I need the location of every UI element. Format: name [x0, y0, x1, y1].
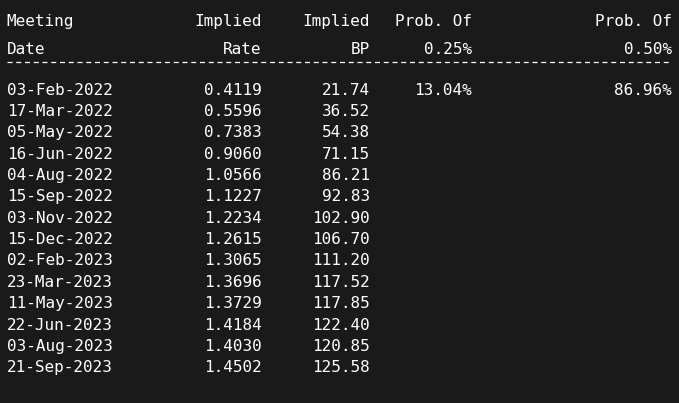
Text: 106.70: 106.70 [312, 232, 370, 247]
Text: 03-Feb-2022: 03-Feb-2022 [7, 83, 113, 98]
Text: 03-Nov-2022: 03-Nov-2022 [7, 211, 113, 226]
Text: 23-Mar-2023: 23-Mar-2023 [7, 275, 113, 290]
Text: 16-Jun-2022: 16-Jun-2022 [7, 147, 113, 162]
Text: 117.85: 117.85 [312, 296, 370, 311]
Text: 0.9060: 0.9060 [204, 147, 261, 162]
Text: 03-Aug-2023: 03-Aug-2023 [7, 339, 113, 354]
Text: 86.96%: 86.96% [614, 83, 672, 98]
Text: 117.52: 117.52 [312, 275, 370, 290]
Text: Implied: Implied [303, 14, 370, 29]
Text: 05-May-2022: 05-May-2022 [7, 125, 113, 140]
Text: 0.5596: 0.5596 [204, 104, 261, 119]
Text: 122.40: 122.40 [312, 318, 370, 332]
Text: 1.3729: 1.3729 [204, 296, 261, 311]
Text: 1.0566: 1.0566 [204, 168, 261, 183]
Text: 1.1227: 1.1227 [204, 189, 261, 204]
Text: 1.4502: 1.4502 [204, 360, 261, 375]
Text: 92.83: 92.83 [322, 189, 370, 204]
Text: 71.15: 71.15 [322, 147, 370, 162]
Text: 15-Dec-2022: 15-Dec-2022 [7, 232, 113, 247]
Text: 0.4119: 0.4119 [204, 83, 261, 98]
Text: 22-Jun-2023: 22-Jun-2023 [7, 318, 113, 332]
Text: 17-Mar-2022: 17-Mar-2022 [7, 104, 113, 119]
Text: 1.2615: 1.2615 [204, 232, 261, 247]
Text: Implied: Implied [194, 14, 261, 29]
Text: 0.50%: 0.50% [624, 42, 672, 57]
Text: 1.4184: 1.4184 [204, 318, 261, 332]
Text: 15-Sep-2022: 15-Sep-2022 [7, 189, 113, 204]
Text: 1.4030: 1.4030 [204, 339, 261, 354]
Text: 86.21: 86.21 [322, 168, 370, 183]
Text: 54.38: 54.38 [322, 125, 370, 140]
Text: 11-May-2023: 11-May-2023 [7, 296, 113, 311]
Text: 120.85: 120.85 [312, 339, 370, 354]
Text: 125.58: 125.58 [312, 360, 370, 375]
Text: 1.3696: 1.3696 [204, 275, 261, 290]
Text: Rate: Rate [223, 42, 261, 57]
Text: 1.3065: 1.3065 [204, 253, 261, 268]
Text: 102.90: 102.90 [312, 211, 370, 226]
Text: 1.2234: 1.2234 [204, 211, 261, 226]
Text: 21.74: 21.74 [322, 83, 370, 98]
Text: 111.20: 111.20 [312, 253, 370, 268]
Text: BP: BP [351, 42, 370, 57]
Text: 36.52: 36.52 [322, 104, 370, 119]
Text: Meeting: Meeting [7, 14, 74, 29]
Text: 0.7383: 0.7383 [204, 125, 261, 140]
Text: 0.25%: 0.25% [424, 42, 472, 57]
Text: Prob. Of: Prob. Of [395, 14, 472, 29]
Text: Prob. Of: Prob. Of [595, 14, 672, 29]
Text: 21-Sep-2023: 21-Sep-2023 [7, 360, 113, 375]
Text: 04-Aug-2022: 04-Aug-2022 [7, 168, 113, 183]
Text: 13.04%: 13.04% [414, 83, 472, 98]
Text: 02-Feb-2023: 02-Feb-2023 [7, 253, 113, 268]
Text: Date: Date [7, 42, 45, 57]
